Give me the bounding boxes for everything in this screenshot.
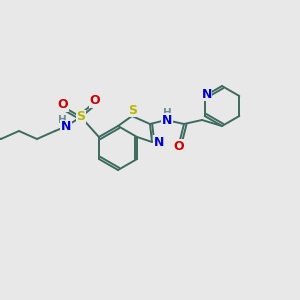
Text: O: O (90, 94, 100, 107)
Text: S: S (76, 110, 85, 124)
Text: S: S (128, 103, 137, 116)
Text: N: N (61, 121, 71, 134)
Text: H: H (163, 108, 171, 118)
Text: N: N (154, 136, 164, 148)
Text: O: O (174, 140, 184, 152)
Text: N: N (202, 88, 212, 100)
Text: N: N (162, 113, 172, 127)
Text: H: H (58, 115, 66, 125)
Text: O: O (58, 98, 68, 112)
